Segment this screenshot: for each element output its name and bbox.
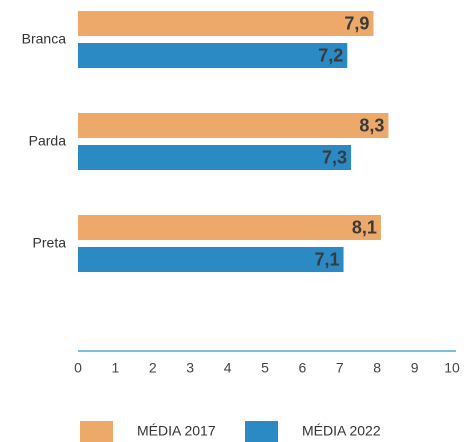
x-tick-label: 8 (373, 360, 381, 376)
legend-label: MÉDIA 2022 (302, 423, 381, 439)
x-tick-label: 3 (186, 360, 194, 376)
x-tick-label: 5 (261, 360, 269, 376)
x-tick-label: 7 (336, 360, 344, 376)
value-label: 8,1 (352, 217, 377, 237)
category-label: Preta (33, 235, 67, 251)
x-tick-label: 0 (74, 360, 82, 376)
value-label: 7,1 (315, 249, 340, 269)
bar (78, 11, 374, 36)
x-tick-label: 1 (112, 360, 120, 376)
x-tick-label: 10 (444, 360, 460, 376)
bar (78, 43, 348, 68)
value-label: 8,3 (359, 115, 384, 135)
x-tick-label: 2 (149, 360, 157, 376)
category-label: Parda (29, 133, 67, 149)
bar (78, 145, 352, 170)
value-label: 7,3 (322, 147, 347, 167)
bar (78, 247, 344, 272)
legend-swatch (80, 421, 113, 442)
value-label: 7,2 (318, 45, 343, 65)
x-tick-label: 6 (299, 360, 307, 376)
x-tick-label: 9 (411, 360, 419, 376)
legend-swatch (245, 421, 278, 442)
bar (78, 215, 381, 240)
bar (78, 113, 389, 138)
x-tick-label: 4 (224, 360, 232, 376)
value-label: 7,9 (344, 13, 369, 33)
category-label: Branca (22, 31, 67, 47)
legend-label: MÉDIA 2017 (137, 423, 216, 439)
